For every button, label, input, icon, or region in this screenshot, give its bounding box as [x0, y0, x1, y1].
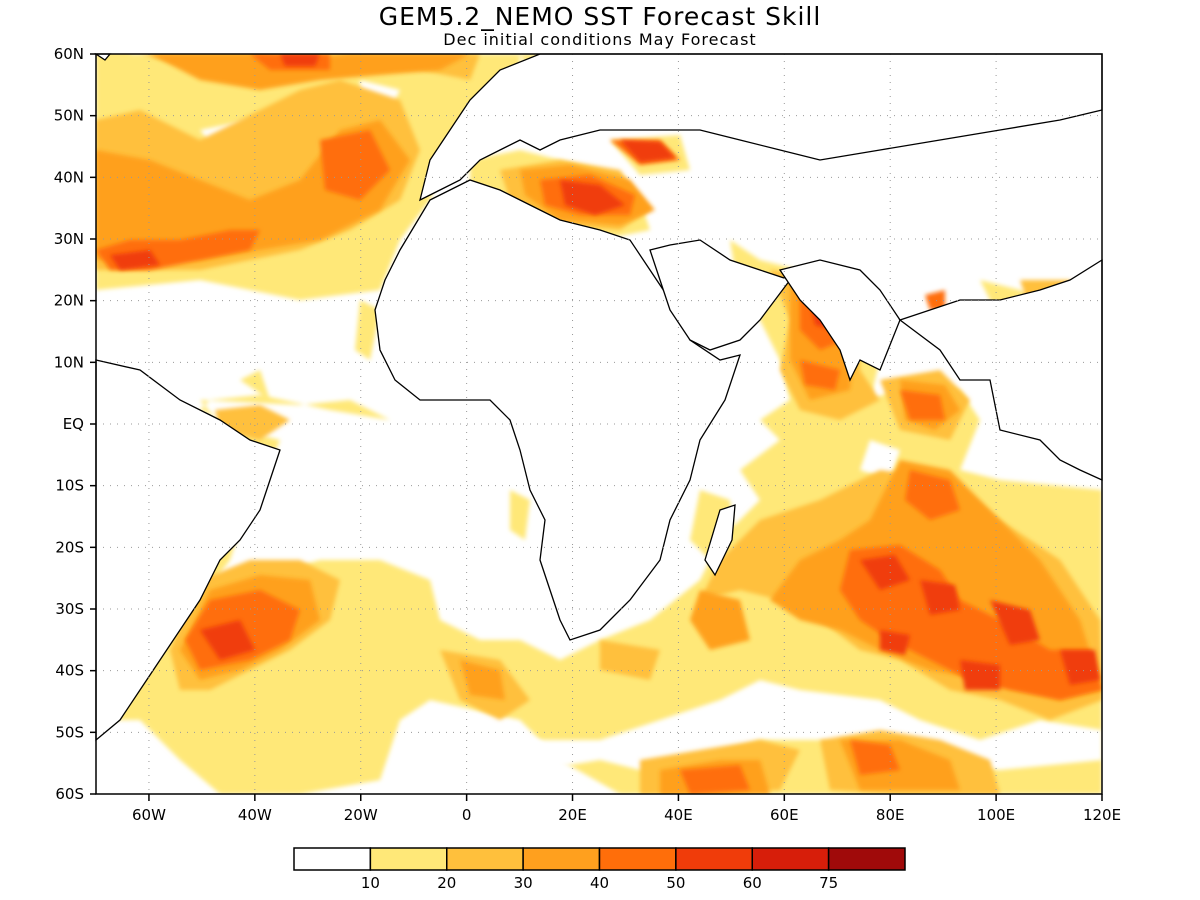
lat-tick-label: 40N — [54, 168, 84, 186]
lon-tick-label: 40W — [238, 806, 272, 824]
map-grid — [96, 54, 1102, 794]
lon-tick-label: 100E — [977, 806, 1015, 824]
lon-tick-label: 40E — [664, 806, 693, 824]
lat-tick-label: 30S — [55, 600, 84, 618]
lat-tick-label: 60N — [54, 45, 84, 63]
colorbar-swatch — [446, 847, 524, 871]
latitude-axis: 60N 50N 40N 30N 20N 10N EQ 10S 20S 30S 40S 50S 60S — [54, 45, 96, 803]
colorbar-label: 40 — [590, 874, 609, 892]
lat-tick-label: EQ — [63, 415, 84, 433]
lat-tick-label: 10N — [54, 353, 84, 371]
colorbar-swatch — [522, 847, 601, 871]
lat-tick-label: 50N — [54, 107, 84, 125]
lat-tick-label: 60S — [55, 785, 84, 803]
plot-subtitle: Dec initial conditions May Forecast — [443, 30, 757, 49]
lon-tick-label: 80E — [876, 806, 905, 824]
lat-tick-label: 40S — [55, 662, 84, 680]
longitude-axis: 60W 40W 20W 0 20E 40E 60E 80E 100E 120E — [132, 794, 1121, 824]
colorbar-swatch — [751, 847, 830, 871]
colorbar-label: 50 — [666, 874, 685, 892]
lat-tick-label: 30N — [54, 230, 84, 248]
colorbar: 10 20 30 40 50 60 75 — [293, 847, 906, 892]
colorbar-label: 30 — [514, 874, 533, 892]
colorbar-label: 10 — [361, 874, 380, 892]
lon-tick-label: 60W — [132, 806, 166, 824]
lat-tick-label: 20N — [54, 292, 84, 310]
colorbar-label: 60 — [743, 874, 762, 892]
lon-tick-label: 20W — [344, 806, 378, 824]
colorbar-swatch — [293, 847, 372, 871]
lon-tick-label: 20E — [558, 806, 587, 824]
lat-tick-label: 50S — [55, 723, 84, 741]
colorbar-swatch — [827, 847, 906, 871]
lat-tick-label: 20S — [55, 538, 84, 556]
colorbar-label: 20 — [437, 874, 456, 892]
coastlines — [93, 53, 1103, 742]
colorbar-swatch — [369, 847, 448, 871]
lon-tick-label: 60E — [770, 806, 799, 824]
colorbar-swatch — [598, 847, 677, 871]
plot-title: GEM5.2_NEMO SST Forecast Skill — [378, 2, 822, 31]
lon-tick-label: 0 — [462, 806, 472, 824]
lon-tick-label: 120E — [1083, 806, 1121, 824]
lat-tick-label: 10S — [55, 477, 84, 495]
colorbar-swatch — [675, 847, 753, 871]
colorbar-label: 75 — [819, 874, 838, 892]
